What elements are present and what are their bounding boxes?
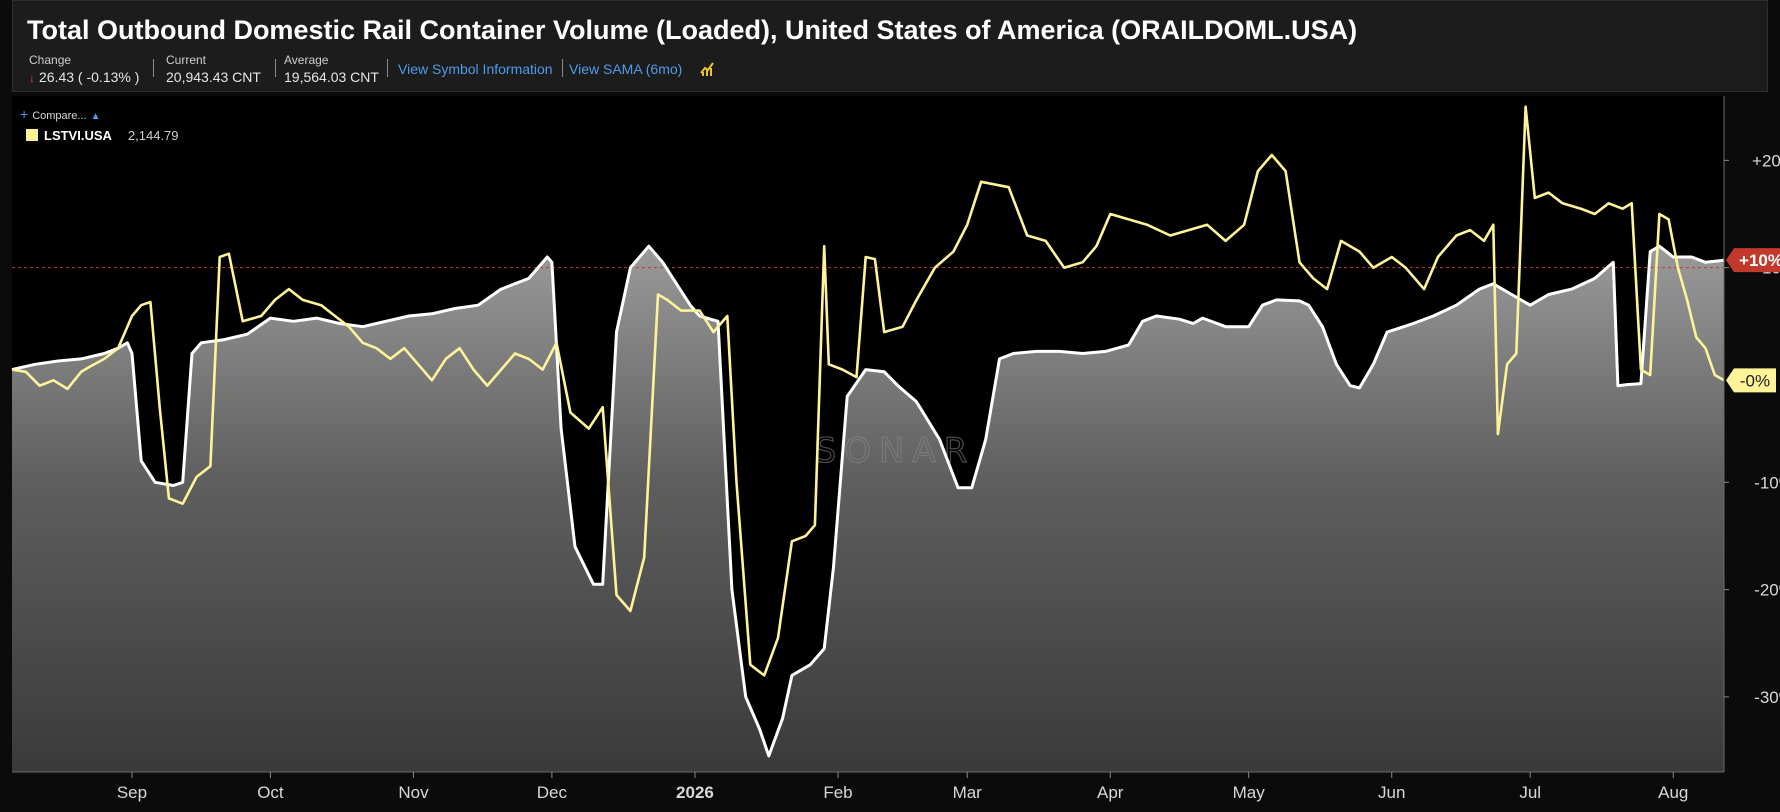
badge-primary-last: +10% — [1726, 248, 1780, 273]
current-stat: Current 20,943.43 CNT — [166, 53, 261, 85]
x-tick-label: Jun — [1378, 783, 1405, 802]
legend-series-name: LSTVI.USA — [44, 128, 112, 143]
x-tick-label: Feb — [823, 783, 852, 802]
x-tick-label: May — [1233, 783, 1266, 802]
y-tick-label: -30% — [1754, 688, 1780, 707]
series-line-oraildoml-usa — [11, 244, 1725, 758]
x-tick-label: 2026 — [676, 783, 714, 802]
view-sama-link[interactable]: View SAMA (6mo) — [569, 61, 683, 77]
badge-shape — [1726, 368, 1776, 393]
badge-label: -0% — [1740, 371, 1770, 390]
series-line-lstvi-usa — [11, 105, 1725, 677]
y-tick-label: -20% — [1754, 581, 1780, 600]
x-tick-label: Apr — [1097, 783, 1124, 802]
compare-button[interactable]: + Compare... ▲ — [20, 106, 101, 122]
badge-compare-last: -0% — [1726, 368, 1776, 393]
average-value: 19,564.03 CNT — [284, 69, 379, 85]
line-layer — [11, 105, 1725, 758]
x-axis-ticks: Sep Oct Nov Dec 2026 Feb Mar Apr May Jun Jul Aug — [117, 772, 1688, 802]
stat-divider — [387, 59, 388, 77]
legend-swatch — [26, 129, 38, 141]
y-axis-ticks: +20% +10% -10% -20% -30% — [1724, 151, 1780, 707]
change-label: Change — [29, 53, 72, 67]
view-symbol-info-link[interactable]: View Symbol Information — [398, 61, 553, 77]
average-stat: Average 19,564.03 CNT — [284, 53, 379, 85]
compare-label: Compare... — [32, 110, 87, 122]
link-divider — [562, 59, 563, 77]
sama-chart-icon[interactable] — [699, 59, 717, 77]
chart-header: Total Outbound Domestic Rail Container V… — [12, 0, 1768, 92]
current-value: 20,943.43 CNT — [166, 69, 261, 85]
y-tick-label: -10% — [1754, 473, 1780, 492]
average-label: Average — [284, 53, 329, 67]
legend-series-value: 2,144.79 — [127, 128, 179, 143]
stat-divider — [153, 59, 154, 77]
plus-icon: + — [20, 106, 29, 122]
change-value: 26.43 ( -0.13% ) — [39, 69, 140, 85]
change-value-row: ↓ 26.43 ( -0.13% ) — [29, 69, 139, 85]
current-label: Current — [166, 53, 207, 67]
x-tick-label: Jul — [1519, 783, 1541, 802]
series-area-oraildoml-usa — [12, 246, 1724, 772]
change-stat: Change ↓ 26.43 ( -0.13% ) — [29, 53, 139, 85]
chevron-up-icon: ▲ — [90, 111, 101, 122]
x-tick-label: Mar — [953, 783, 983, 802]
badge-shape — [1726, 248, 1780, 273]
badge-label: +10% — [1739, 251, 1780, 270]
sonar-watermark: SONAR — [815, 431, 976, 471]
area-layer — [12, 246, 1724, 772]
legend-compare-series[interactable]: LSTVI.USA 2,144.79 — [26, 128, 179, 143]
x-tick-label: Aug — [1658, 783, 1688, 802]
end-badges: +10% -0% — [1726, 248, 1780, 393]
x-tick-label: Oct — [257, 783, 284, 802]
down-arrow-icon: ↓ — [29, 71, 35, 85]
x-tick-label: Sep — [117, 783, 147, 802]
y-tick-label: +20% — [1752, 151, 1780, 170]
x-tick-label: Dec — [537, 783, 568, 802]
x-tick-label: Nov — [398, 783, 429, 802]
chart-title: Total Outbound Domestic Rail Container V… — [27, 15, 1358, 45]
stat-divider — [275, 59, 276, 77]
